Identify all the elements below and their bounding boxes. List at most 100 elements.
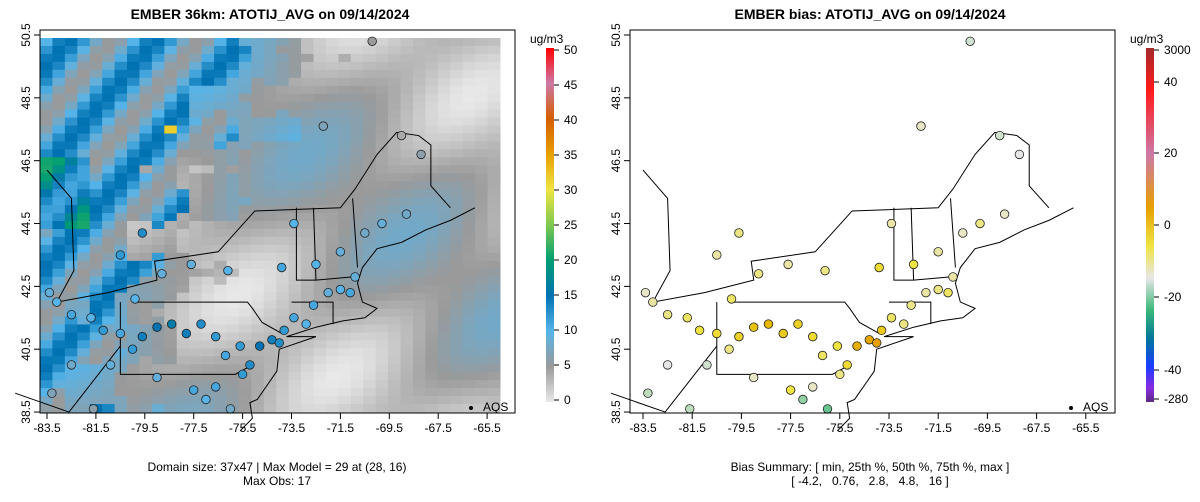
model-grid-cell — [151, 284, 165, 294]
model-grid-cell — [176, 380, 190, 389]
model-grid-cell — [276, 109, 290, 119]
model-grid-cell — [139, 284, 153, 294]
model-grid-cell — [127, 101, 140, 111]
model-grid-cell — [288, 77, 302, 87]
model-grid-cell — [189, 268, 203, 278]
model-grid-cell — [238, 197, 252, 206]
model-grid-cell — [313, 396, 327, 405]
model-grid-cell — [77, 93, 91, 103]
colorbar-tick-label: -40 — [1164, 363, 1182, 377]
model-grid-cell — [151, 340, 165, 349]
model-grid-cell — [450, 388, 464, 397]
model-grid-cell — [226, 133, 240, 142]
model-grid-cell — [375, 300, 389, 310]
model-grid-cell — [89, 340, 103, 349]
model-grid-cell — [238, 93, 252, 103]
model-grid-cell — [425, 133, 439, 142]
model-grid-cell — [338, 364, 352, 373]
model-grid-cell — [64, 300, 78, 310]
model-grid-cell — [437, 149, 451, 158]
model-grid-cell — [164, 244, 178, 254]
model-grid-cell — [450, 228, 464, 238]
station-marker — [640, 287, 651, 298]
model-grid-cell — [388, 284, 402, 294]
model-grid-cell — [102, 109, 116, 119]
model-grid-cell — [52, 388, 66, 397]
model-grid-cell — [151, 181, 165, 190]
model-grid-cell — [214, 165, 227, 174]
model-grid-cell — [77, 181, 91, 190]
model-grid-cell — [313, 197, 327, 206]
model-grid-cell — [102, 53, 116, 63]
model-grid-cell — [226, 38, 240, 47]
model-grid-cell — [189, 165, 203, 174]
model-grid-cell — [226, 260, 240, 270]
model-grid-cell — [263, 85, 277, 95]
model-grid-cell — [350, 372, 364, 381]
model-grid-cell — [363, 372, 377, 381]
model-grid-cell — [263, 53, 277, 63]
model-grid-cell — [151, 165, 165, 174]
model-grid-cell — [288, 213, 302, 222]
model-grid-cell — [313, 157, 327, 166]
model-grid-cell — [288, 252, 302, 262]
model-grid-cell — [251, 53, 265, 63]
model-grid-cell — [40, 292, 53, 302]
model-grid-cell — [313, 308, 327, 318]
model-grid-cell — [350, 77, 364, 87]
model-grid-cell — [350, 300, 364, 310]
model-grid-cell — [189, 181, 203, 190]
model-grid-cell — [164, 125, 178, 134]
model-grid-cell — [139, 244, 153, 254]
model-grid-cell — [338, 396, 352, 405]
model-grid-cell — [201, 53, 215, 63]
model-grid-cell — [475, 101, 489, 111]
model-grid-cell — [164, 380, 178, 389]
model-grid-cell — [388, 205, 402, 214]
model-grid-cell — [238, 308, 252, 318]
model-grid-cell — [214, 117, 227, 127]
model-grid-cell — [412, 101, 426, 111]
model-grid-cell — [288, 93, 302, 103]
model-grid-cell — [475, 149, 489, 158]
right-colorbar-ramp — [1146, 48, 1154, 402]
model-grid-cell — [425, 38, 439, 47]
model-grid-cell — [77, 252, 91, 262]
model-grid-cell — [201, 38, 215, 47]
model-grid-cell — [201, 260, 215, 270]
model-grid-cell — [375, 316, 389, 325]
x-tick-label: -79.5 — [728, 421, 756, 435]
model-grid-cell — [462, 197, 476, 206]
left-map-title: EMBER 36km: ATOTIJ_AVG on 09/14/2024 — [130, 6, 410, 22]
model-grid-cell — [325, 181, 339, 190]
model-grid-cell — [114, 157, 128, 166]
model-grid-cell — [425, 85, 439, 95]
model-grid-cell — [89, 109, 103, 119]
model-grid-cell — [151, 197, 165, 206]
model-grid-cell — [375, 252, 389, 262]
model-grid-cell — [189, 316, 203, 325]
model-grid-cell — [288, 165, 302, 174]
model-grid-cell — [276, 85, 290, 95]
model-grid-cell — [251, 197, 265, 206]
model-grid-cell — [52, 252, 66, 262]
model-grid-cell — [52, 356, 66, 365]
model-grid-cell — [325, 53, 339, 63]
model-grid-cell — [388, 340, 402, 349]
model-grid-cell — [102, 157, 116, 166]
model-grid-cell — [301, 228, 315, 238]
station-marker — [648, 297, 658, 307]
model-grid-cell — [89, 316, 103, 325]
model-grid-cell — [338, 165, 352, 174]
model-grid-cell — [437, 356, 451, 365]
model-grid-cell — [176, 53, 190, 63]
model-grid-cell — [226, 252, 240, 262]
model-grid-cell — [238, 340, 252, 349]
model-grid-cell — [487, 173, 501, 182]
model-grid-cell — [375, 356, 389, 365]
model-grid-cell — [437, 165, 451, 174]
model-grid-cell — [412, 133, 426, 142]
model-grid-cell — [64, 332, 78, 341]
model-grid-cell — [462, 372, 476, 381]
left-footer-domain: Domain size: 37x47 | Max Model = 29 at (… — [147, 460, 407, 474]
